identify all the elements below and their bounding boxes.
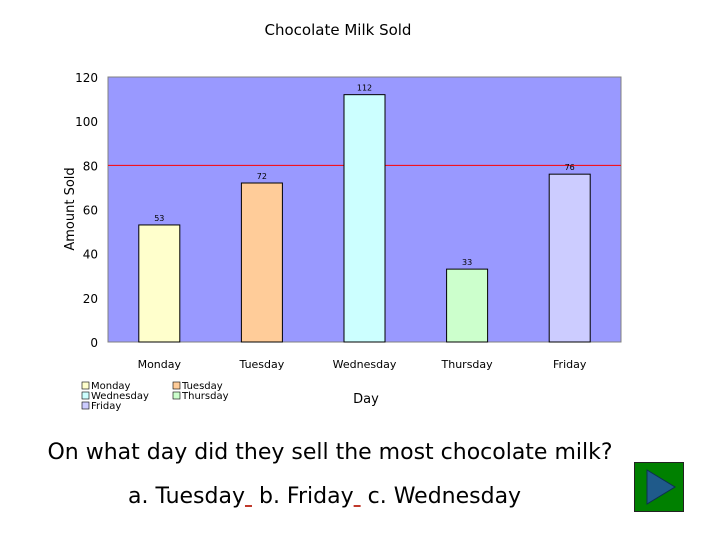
x-tick-label: Monday xyxy=(138,358,182,371)
x-tick-label: Friday xyxy=(553,358,587,371)
bar-data-label: 72 xyxy=(257,172,267,181)
chart-title: Chocolate Milk Sold xyxy=(265,21,412,39)
legend-swatch xyxy=(172,391,181,400)
answer-option-a[interactable]: a. Tuesday xyxy=(128,484,245,509)
bar-chart: Chocolate Milk Sold Amount Sold 53 72 112 3… xyxy=(63,21,622,412)
legend-swatch xyxy=(172,381,181,390)
x-tick-label: Tuesday xyxy=(239,358,285,371)
y-tick-label: 80 xyxy=(83,159,98,173)
bar xyxy=(446,268,489,343)
bar-data-label: 53 xyxy=(154,214,164,223)
legend-entry: Tuesday xyxy=(181,381,223,392)
x-tick-label: Wednesday xyxy=(333,358,397,371)
bar-data-label: 112 xyxy=(357,84,372,93)
y-tick-label: 20 xyxy=(83,292,98,306)
bar xyxy=(548,173,591,343)
legend-entry: Friday xyxy=(91,401,121,412)
legend-entry: Wednesday xyxy=(91,391,149,402)
bar xyxy=(138,224,181,343)
legend-swatch xyxy=(81,401,90,410)
y-tick-label: 100 xyxy=(75,115,98,129)
bar xyxy=(343,94,386,343)
legend-entry: Thursday xyxy=(181,391,229,402)
answer-option-c[interactable]: c. Wednesday xyxy=(367,484,522,509)
legend-swatch xyxy=(81,381,90,390)
quiz-question: On what day did they sell the most choco… xyxy=(47,440,613,465)
legend: Monday Tuesday Wednesday Thursday Friday xyxy=(81,381,229,412)
answer-option-b[interactable]: b. Friday xyxy=(258,484,354,509)
bar xyxy=(240,182,283,343)
y-tick-label: 40 xyxy=(83,248,98,262)
x-axis-label: Day xyxy=(353,392,379,407)
bar-data-label: 76 xyxy=(565,163,575,172)
x-tick-label: Thursday xyxy=(441,358,494,371)
y-tick-label: 0 xyxy=(90,336,98,350)
play-triangle-icon xyxy=(646,469,676,505)
answer-options: a. Tuesday b. Friday c. Wednesday xyxy=(128,484,521,509)
next-button[interactable] xyxy=(634,462,684,512)
legend-entry: Monday xyxy=(91,381,131,392)
bar-data-label: 33 xyxy=(462,258,472,267)
y-axis-label: Amount Sold xyxy=(63,167,78,250)
legend-swatch xyxy=(81,391,90,400)
y-tick-label: 60 xyxy=(83,204,98,218)
y-tick-label: 120 xyxy=(75,71,98,85)
